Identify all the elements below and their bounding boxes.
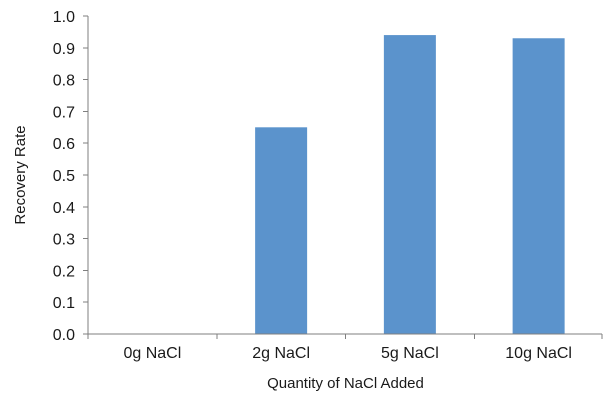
bar-2	[383, 35, 436, 334]
x-axis-title: Quantity of NaCl Added	[267, 375, 424, 392]
x-tick-label-3: 10g NaCl	[505, 345, 572, 362]
x-tick-label-2: 5g NaCl	[381, 345, 439, 362]
y-tick-labels: 0.0 0.1 0.2 0.3 0.4 0.5 0.6 0.7 0.8 0.9 1.0	[53, 9, 75, 344]
bars-group	[255, 35, 565, 334]
bar-3	[512, 38, 565, 334]
y-tick-label-6: 0.6	[53, 136, 75, 153]
y-tick-label-1: 0.1	[53, 295, 75, 312]
bar-1	[255, 127, 308, 334]
y-tick-label-2: 0.2	[53, 263, 75, 280]
y-tick-label-10: 1.0	[53, 9, 75, 26]
y-tick-label-4: 0.4	[53, 200, 75, 217]
y-tick-label-3: 0.3	[53, 232, 75, 249]
axes-group	[83, 15, 603, 339]
y-axis-title: Recovery Rate	[12, 125, 29, 224]
y-tick-label-0: 0.0	[53, 327, 75, 344]
y-tick-label-8: 0.8	[53, 73, 75, 90]
x-tick-label-1: 2g NaCl	[252, 345, 310, 362]
x-tick-label-0: 0g NaCl	[123, 345, 181, 362]
y-tick-label-5: 0.5	[53, 168, 75, 185]
y-tick-label-7: 0.7	[53, 104, 75, 121]
y-tick-label-9: 0.9	[53, 41, 75, 58]
x-tick-labels: 0g NaCl 2g NaCl 5g NaCl 10g NaCl	[123, 345, 572, 362]
